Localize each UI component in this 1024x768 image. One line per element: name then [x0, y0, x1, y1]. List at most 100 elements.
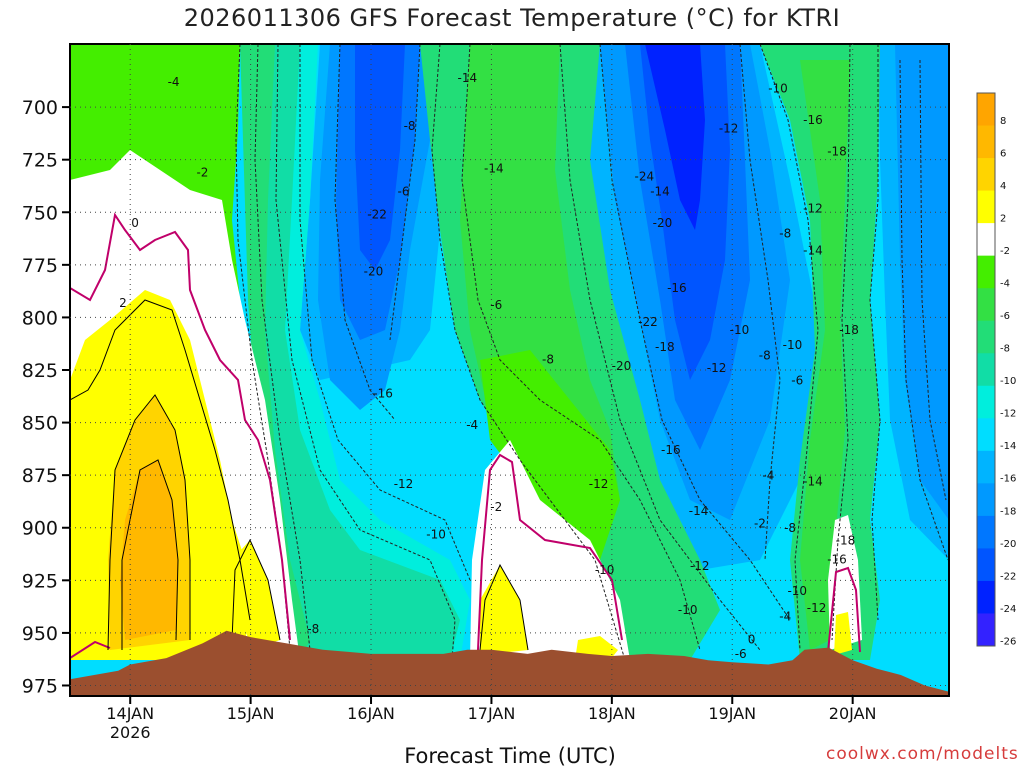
- x-tick-sublabel: 2026: [110, 723, 151, 742]
- colorbar-label: -22: [1000, 571, 1016, 582]
- colorbar-label: -8: [1000, 344, 1010, 355]
- y-tick-label: 900: [22, 518, 58, 540]
- colorbar-label: -2: [1000, 246, 1010, 257]
- contour-label: -22: [367, 208, 387, 222]
- colorbar-frame: [976, 92, 996, 647]
- colorbar-swatch: [977, 93, 995, 127]
- x-tick-label: 18JAN: [588, 704, 636, 723]
- contour-label: -22: [638, 315, 658, 329]
- contour-label: -6: [398, 184, 410, 198]
- contour-label: -10: [783, 338, 803, 352]
- x-tick-label: 17JAN: [468, 704, 516, 723]
- contour-label: -14: [803, 243, 823, 257]
- band-plus-2-e: [834, 612, 852, 655]
- x-tick-label: 16JAN: [347, 704, 395, 723]
- x-tick-label: 14JAN: [106, 704, 154, 723]
- colorbar-swatch: [977, 385, 995, 419]
- contour-label: -4: [466, 418, 478, 432]
- y-tick-label: 950: [22, 623, 58, 645]
- contour-label: -2: [754, 517, 766, 531]
- x-axis-title: Forecast Time (UTC): [404, 744, 616, 768]
- colorbar-swatch: [977, 515, 995, 549]
- colorbar: 8 6 4 2 -2 -4 -6 -8 -10 -12 -14 -16 -18 -20 -22 -24 -26: [976, 92, 1016, 647]
- grid-lines: [70, 44, 949, 696]
- contour-label: -14: [689, 504, 709, 518]
- contour-label: -2: [490, 500, 502, 514]
- contour-label: -16: [661, 443, 681, 457]
- band-east-green: [760, 44, 880, 660]
- contour-label: -8: [759, 348, 771, 362]
- contour-label: -16: [373, 386, 393, 400]
- contour-label: -10: [678, 603, 698, 617]
- y-tick-label: 825: [22, 360, 58, 382]
- colorbar-swatch: [977, 125, 995, 159]
- colorbar-swatch: [977, 190, 995, 224]
- colorbar-swatch: [977, 418, 995, 452]
- contour-label: -2: [196, 166, 208, 180]
- x-tick-label: 15JAN: [227, 704, 275, 723]
- plot-area: [70, 44, 949, 696]
- contour-label: -16: [667, 281, 687, 295]
- colorbar-label: -20: [1000, 539, 1016, 550]
- colorbar-label: -12: [1000, 409, 1016, 420]
- chart-title: 2026011306 GFS Forecast Temperature (°C)…: [183, 4, 841, 32]
- colorbar-label: -24: [1000, 604, 1016, 615]
- colorbar-swatch: [977, 223, 995, 257]
- contour-label: 0: [131, 216, 139, 230]
- contour-label: -16: [803, 113, 823, 127]
- contour-label: -10: [768, 81, 788, 95]
- contour-label: -10: [595, 563, 615, 577]
- contour-label: -18: [655, 340, 675, 354]
- contour-label: 0: [748, 632, 756, 646]
- colorbar-swatch: [977, 483, 995, 517]
- colorbar-label: -4: [1000, 279, 1010, 290]
- contour-label: -16: [827, 552, 847, 566]
- colorbar-swatch: [977, 288, 995, 322]
- colorbar-swatch: [977, 613, 995, 647]
- contour-label: -8: [404, 119, 416, 133]
- contour-label: -14: [803, 475, 823, 489]
- contour-label: -12: [690, 559, 710, 573]
- colorbar-swatch: [977, 353, 995, 387]
- contour-label: -8: [779, 226, 791, 240]
- contour-label: -18: [839, 323, 859, 337]
- y-tick-label: 975: [22, 675, 58, 697]
- contour-label: -12: [719, 121, 739, 135]
- colorbar-label: 4: [1000, 181, 1006, 192]
- y-axis: 700 725 750 775 800 825 850 875 900 925 950 975: [22, 97, 70, 697]
- colorbar-label: 8: [1000, 116, 1006, 127]
- contour-label: -20: [653, 216, 673, 230]
- y-tick-label: 725: [22, 150, 58, 172]
- colorbar-label: -26: [1000, 636, 1016, 647]
- contour-label: -14: [650, 184, 670, 198]
- colorbar-label: -6: [1000, 311, 1010, 322]
- colorbar-swatch: [977, 158, 995, 192]
- band-minus-8: [240, 44, 310, 660]
- colorbar-label: -14: [1000, 441, 1016, 452]
- colorbar-label: 2: [1000, 213, 1006, 224]
- contour-label: -4: [779, 609, 791, 623]
- x-tick-label: 20JAN: [829, 704, 877, 723]
- contour-label: -8: [784, 521, 796, 535]
- band-minus-22: [355, 44, 405, 270]
- contour-label: -4: [762, 468, 774, 482]
- y-tick-label: 875: [22, 465, 58, 487]
- contour-label: 2: [119, 296, 127, 310]
- contour-label: -14: [458, 71, 478, 85]
- band-plus-2-b: [232, 540, 280, 650]
- isotherm-lines: [235, 44, 949, 661]
- colorbar-swatch: [977, 320, 995, 354]
- x-tick-label: 19JAN: [708, 704, 756, 723]
- y-tick-label: 925: [22, 570, 58, 592]
- colorbar-swatch: [977, 255, 995, 289]
- contour-label: -8: [542, 353, 554, 367]
- band-minus-10: [255, 44, 460, 660]
- contour-label: -20: [612, 359, 632, 373]
- colorbar-swatch: [977, 580, 995, 614]
- band-minus-24: [645, 44, 705, 230]
- colorbar-swatch: [977, 548, 995, 582]
- contour-label: -14: [484, 161, 504, 175]
- band-east-green-2: [800, 60, 850, 650]
